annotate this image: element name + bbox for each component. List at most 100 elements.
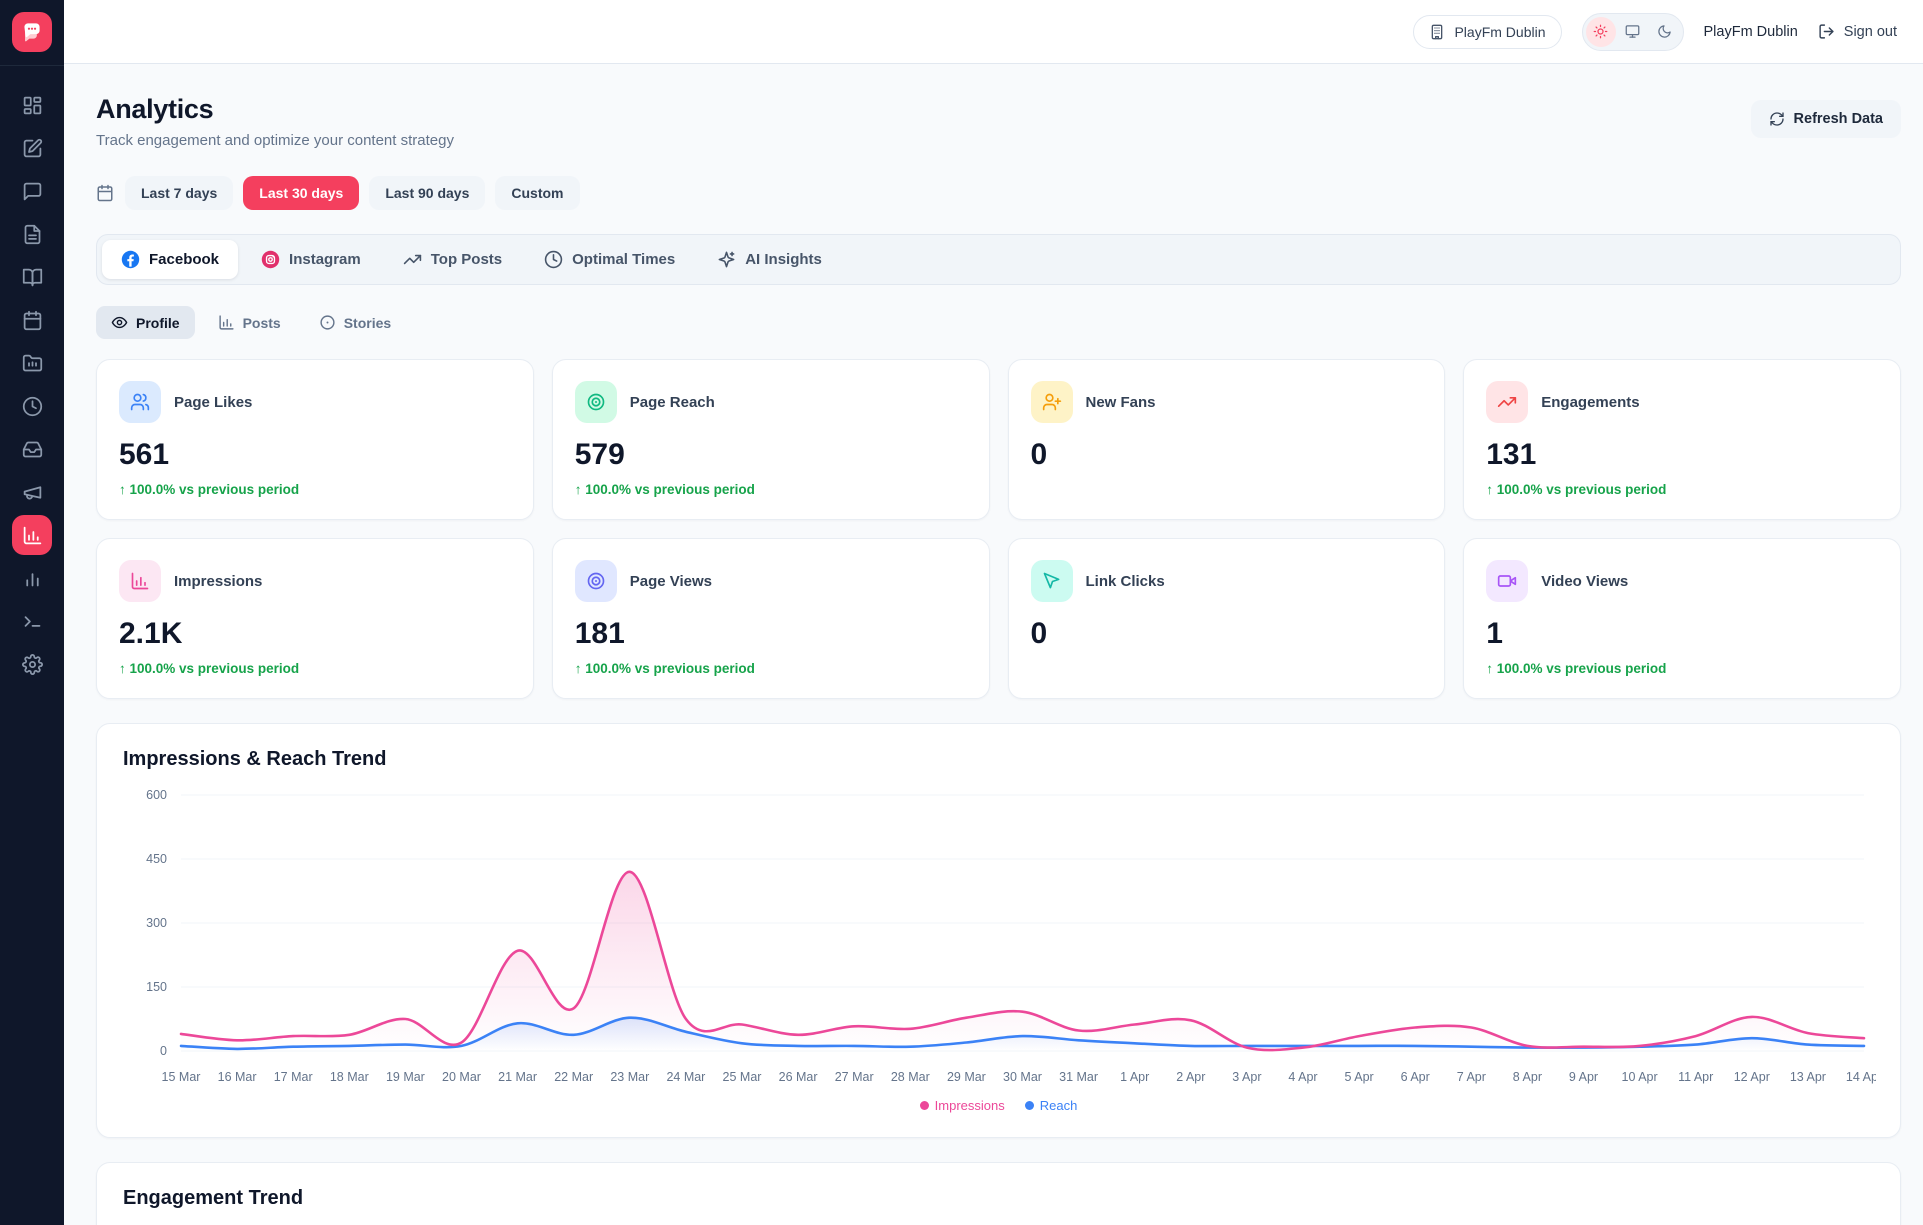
svg-text:2 Apr: 2 Apr	[1176, 1070, 1205, 1084]
instagram-icon	[261, 250, 280, 269]
stat-icon-tile	[1486, 381, 1528, 423]
tab-top-posts[interactable]: Top Posts	[384, 240, 521, 279]
tab-ai-insights[interactable]: AI Insights	[698, 240, 841, 279]
svg-text:26 Mar: 26 Mar	[779, 1070, 818, 1084]
svg-text:28 Mar: 28 Mar	[891, 1070, 930, 1084]
page-title: Analytics	[96, 94, 454, 125]
chat-logo-icon	[19, 19, 45, 45]
stat-icon-tile	[1486, 560, 1528, 602]
calendar-icon	[96, 184, 114, 202]
topbar: PlayFm Dublin PlayFm Dublin Sign out	[64, 0, 1923, 64]
refresh-data-label: Refresh Data	[1794, 111, 1883, 127]
stat-label: Impressions	[174, 573, 262, 590]
user-plus-icon	[1042, 392, 1062, 412]
sidebar-item-book[interactable]	[12, 257, 52, 297]
calendar-icon	[22, 310, 43, 331]
platform-tabbar: Facebook InstagramTop PostsOptimal TimesA…	[96, 234, 1901, 285]
sidebar-item-inbox[interactable]	[12, 429, 52, 469]
subtab-profile[interactable]: Profile	[96, 306, 195, 339]
stat-icon-tile	[1031, 560, 1073, 602]
svg-text:18 Mar: 18 Mar	[330, 1070, 369, 1084]
stat-value: 0	[1031, 617, 1423, 651]
building-icon	[1429, 24, 1445, 40]
stat-head: Video Views	[1486, 560, 1878, 602]
subtab-stories[interactable]: Stories	[304, 306, 406, 339]
stat-value: 2.1K	[119, 617, 511, 651]
sidebar-item-settings[interactable]	[12, 644, 52, 684]
stat-label: Page Likes	[174, 394, 252, 411]
theme-sun-button[interactable]	[1586, 17, 1616, 47]
engagement-trend-card: Engagement Trend 28	[96, 1162, 1901, 1225]
svg-text:10 Apr: 10 Apr	[1622, 1070, 1658, 1084]
svg-text:0: 0	[160, 1044, 167, 1058]
sidebar-item-analytics[interactable]	[12, 515, 52, 555]
svg-text:17 Mar: 17 Mar	[274, 1070, 313, 1084]
stat-value: 0	[1031, 438, 1423, 472]
svg-text:19 Mar: 19 Mar	[386, 1070, 425, 1084]
impressions-reach-chart: 015030045060015 Mar16 Mar17 Mar18 Mar19 …	[123, 779, 1874, 1096]
sidebar-item-terminal[interactable]	[12, 601, 52, 641]
workspace-selector[interactable]: PlayFm Dublin	[1413, 15, 1561, 49]
stat-icon-tile	[575, 381, 617, 423]
sidebar-item-chat[interactable]	[12, 171, 52, 211]
settings-icon	[22, 654, 43, 675]
subtab-posts[interactable]: Posts	[203, 306, 296, 339]
tab-optimal-times[interactable]: Optimal Times	[525, 240, 694, 279]
engagement-chart-svg: 28	[123, 1218, 1876, 1225]
building-icon	[1429, 24, 1445, 40]
range-last-90-days[interactable]: Last 90 days	[369, 176, 485, 210]
app-logo[interactable]	[12, 12, 52, 52]
sidebar-item-dashboard[interactable]	[12, 85, 52, 125]
sidebar-item-media-folder[interactable]	[12, 343, 52, 383]
sign-out-label: Sign out	[1844, 24, 1897, 40]
svg-text:300: 300	[146, 916, 167, 930]
svg-text:13 Apr: 13 Apr	[1790, 1070, 1826, 1084]
stat-head: Page Likes	[119, 381, 511, 423]
svg-text:6 Apr: 6 Apr	[1401, 1070, 1430, 1084]
sidebar-item-calendar[interactable]	[12, 300, 52, 340]
tab-instagram[interactable]: Instagram	[242, 240, 380, 279]
stat-card-page-views: Page Views181↑ 100.0% vs previous period	[552, 538, 990, 699]
svg-text:3 Apr: 3 Apr	[1232, 1070, 1261, 1084]
subtab-label: Profile	[136, 315, 180, 331]
sidebar-item-document[interactable]	[12, 214, 52, 254]
stat-label: Page Views	[630, 573, 712, 590]
stat-delta: ↑ 100.0% vs previous period	[1486, 482, 1878, 498]
clock-icon	[22, 396, 43, 417]
stat-icon-tile	[1031, 381, 1073, 423]
tab-facebook[interactable]: Facebook	[102, 240, 238, 279]
tab-label: Facebook	[149, 251, 219, 268]
users-icon	[130, 392, 150, 412]
stat-label: Video Views	[1541, 573, 1628, 590]
svg-text:11 Apr: 11 Apr	[1678, 1070, 1713, 1084]
range-custom[interactable]: Custom	[495, 176, 579, 210]
sign-out-button[interactable]: Sign out	[1818, 23, 1897, 40]
svg-text:450: 450	[146, 852, 167, 866]
page-subtitle: Track engagement and optimize your conte…	[96, 132, 454, 149]
sidebar-item-compose[interactable]	[12, 128, 52, 168]
stat-card-impressions: Impressions 2.1K ↑ 100.0% vs previous peri…	[96, 538, 534, 699]
refresh-data-button[interactable]: Refresh Data	[1751, 100, 1901, 138]
range-last-7-days[interactable]: Last 7 days	[125, 176, 233, 210]
sidebar-divider	[0, 65, 64, 66]
legend-dot	[1025, 1101, 1034, 1110]
svg-text:8 Apr: 8 Apr	[1513, 1070, 1542, 1084]
date-range-options: Last 7 days Last 30 days Last 90 days Custo…	[125, 176, 580, 210]
stat-delta: ↑ 100.0% vs previous period	[119, 661, 511, 677]
stat-label: Engagements	[1541, 394, 1639, 411]
range-last-30-days[interactable]: Last 30 days	[243, 176, 359, 210]
theme-moon-button[interactable]	[1650, 17, 1680, 47]
page-header: Analytics Track engagement and optimize …	[96, 94, 1901, 149]
theme-monitor-button[interactable]	[1618, 17, 1648, 47]
stat-label: Link Clicks	[1086, 573, 1165, 590]
legend-label: Reach	[1040, 1098, 1078, 1113]
svg-text:23 Mar: 23 Mar	[610, 1070, 649, 1084]
sidebar-item-megaphone[interactable]	[12, 472, 52, 512]
stat-delta-empty	[1031, 482, 1423, 498]
sidebar-item-clock[interactable]	[12, 386, 52, 426]
svg-text:22 Mar: 22 Mar	[554, 1070, 593, 1084]
analytics-icon	[22, 525, 43, 546]
main-column: PlayFm Dublin PlayFm Dublin Sign out Ana…	[64, 0, 1923, 1225]
trend-chart-svg: 015030045060015 Mar16 Mar17 Mar18 Mar19 …	[123, 779, 1876, 1091]
sidebar-item-column-chart[interactable]	[12, 558, 52, 598]
